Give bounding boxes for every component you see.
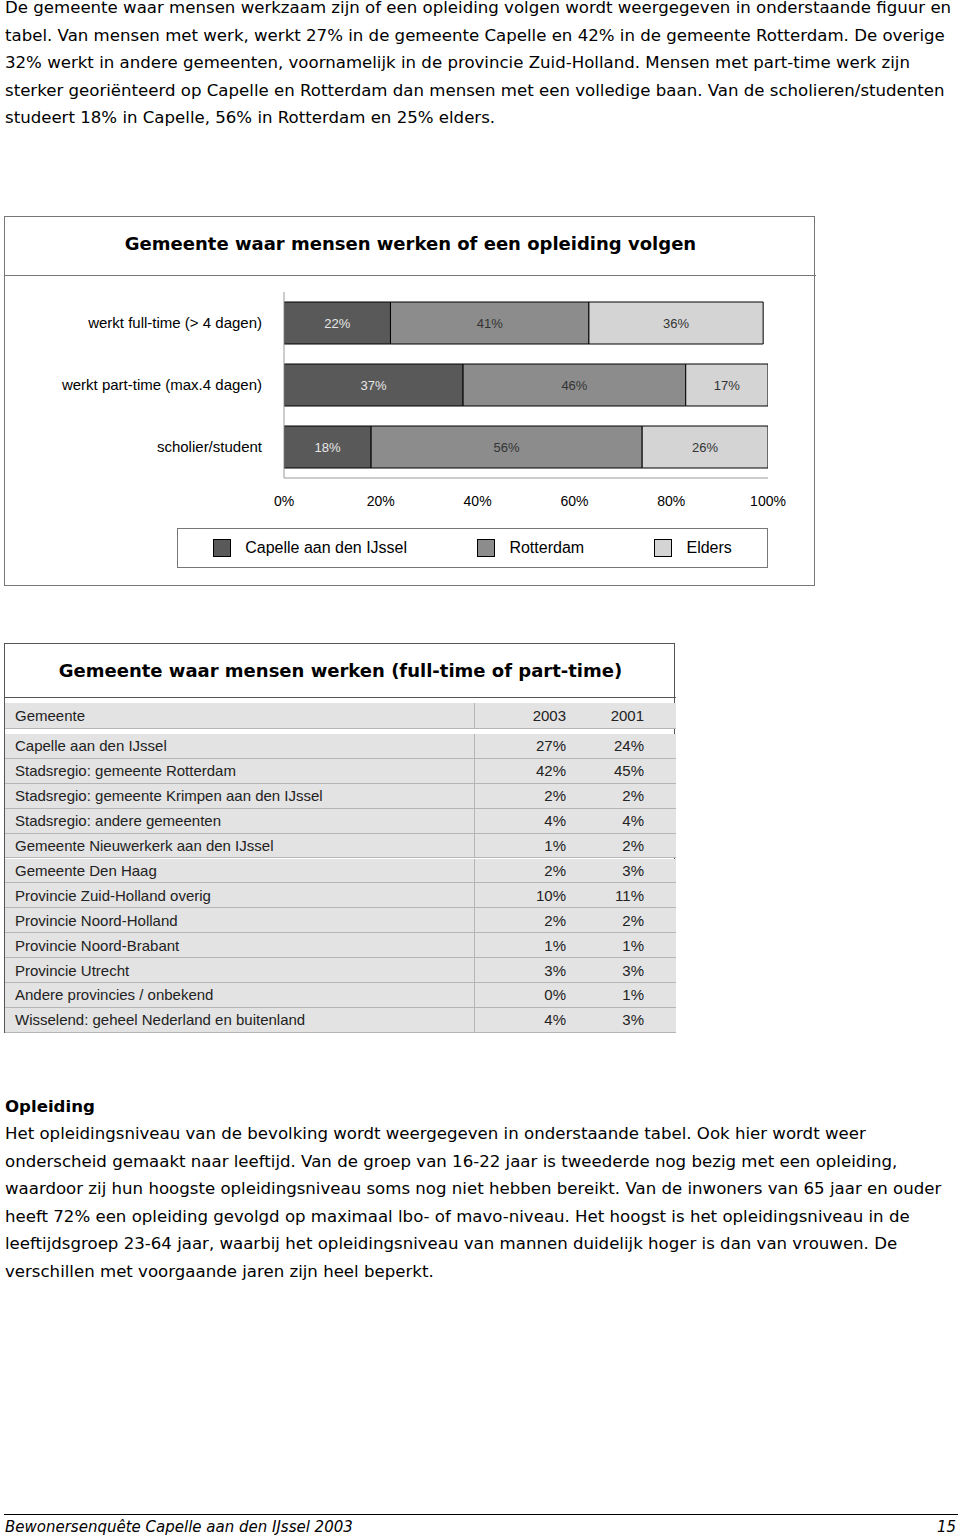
html-text:Provincie Noord-Brabant: Provincie Noord-Brabant xyxy=(15,936,180,954)
svg-text:werkt full-time (> 4 dagen): werkt full-time (> 4 dagen) xyxy=(87,314,262,331)
html-text:Opleiding: Opleiding xyxy=(5,1097,95,1116)
html-text:3%: 3% xyxy=(544,961,566,979)
html-text:0%: 0% xyxy=(544,986,566,1004)
html-text:15: 15 xyxy=(936,1518,956,1536)
html-text:Het opleidingsniveau van de be: Het opleidingsniveau van de bevolking wo… xyxy=(5,1124,942,1281)
html-text:3%: 3% xyxy=(622,861,644,879)
svg-text:37%: 37% xyxy=(361,378,387,393)
html-text:2%: 2% xyxy=(622,837,644,854)
svg-text:80%: 80% xyxy=(657,493,685,508)
html-text:4%: 4% xyxy=(544,812,566,830)
html-text:4%: 4% xyxy=(622,812,644,830)
html-text:Elders: Elders xyxy=(686,539,732,556)
html-text:24%: 24% xyxy=(614,737,644,755)
svg-text:22%: 22% xyxy=(324,316,350,331)
html-text:Stadsregio: andere gemeenten: Stadsregio: andere gemeenten xyxy=(15,812,221,830)
html-text:Andere provincies / onbekend: Andere provincies / onbekend xyxy=(15,986,214,1004)
html-text:1%: 1% xyxy=(544,837,566,854)
svg-text:werkt part-time (max.4 dagen): werkt part-time (max.4 dagen) xyxy=(61,376,262,393)
svg-text:46%: 46% xyxy=(561,378,587,393)
svg-text:18%: 18% xyxy=(315,440,341,455)
html-text:2%: 2% xyxy=(622,787,644,805)
svg-text:100%: 100% xyxy=(750,493,786,508)
html-text:3%: 3% xyxy=(622,961,644,979)
svg-text:17%: 17% xyxy=(714,378,740,393)
svg-text:36%: 36% xyxy=(663,316,689,331)
html-text:Stadsregio: gemeente Rotterdam: Stadsregio: gemeente Rotterdam xyxy=(15,762,236,780)
html-text:3%: 3% xyxy=(622,1011,644,1029)
html-text:Gemeente: Gemeente xyxy=(15,707,85,724)
html-text:11%: 11% xyxy=(615,886,644,904)
html-text:Provincie Noord-Holland: Provincie Noord-Holland xyxy=(15,911,178,929)
html-text:10%: 10% xyxy=(536,886,566,904)
html-text:2003: 2003 xyxy=(532,707,566,724)
html-text:45%: 45% xyxy=(614,762,644,780)
html-text:Rotterdam: Rotterdam xyxy=(509,539,585,556)
svg-text:56%: 56% xyxy=(494,440,520,455)
svg-text:20%: 20% xyxy=(367,493,395,508)
html-text:2%: 2% xyxy=(544,861,566,879)
html-text:Stadsregio: gemeente Krimpen a: Stadsregio: gemeente Krimpen aan den IJs… xyxy=(15,787,323,805)
html-text:2%: 2% xyxy=(544,787,566,805)
html-text:Capelle aan den IJssel: Capelle aan den IJssel xyxy=(15,737,167,755)
svg-text:41%: 41% xyxy=(477,316,503,331)
html-text:1%: 1% xyxy=(622,986,644,1004)
html-text:Capelle aan den IJssel: Capelle aan den IJssel xyxy=(245,539,408,556)
html-text:42%: 42% xyxy=(536,762,566,780)
html-text:Provincie Zuid-Holland overig: Provincie Zuid-Holland overig xyxy=(15,886,211,904)
svg-text:26%: 26% xyxy=(692,440,718,455)
svg-text:scholier/student: scholier/student xyxy=(157,438,263,455)
html-text:Bewonersenquête Capelle aan de: Bewonersenquête Capelle aan den IJssel 2… xyxy=(5,1518,353,1536)
svg-text:0%: 0% xyxy=(274,493,294,508)
html-text:Gemeente waar mensen werken of: Gemeente waar mensen werken of een oplei… xyxy=(124,233,697,254)
html-text:Gemeente Nieuwerkerk aan den I: Gemeente Nieuwerkerk aan den IJssel xyxy=(15,837,274,854)
html-text:4%: 4% xyxy=(544,1011,566,1029)
html-text:Gemeente Den Haag: Gemeente Den Haag xyxy=(15,861,157,879)
svg-text:40%: 40% xyxy=(464,493,492,508)
html-text:2%: 2% xyxy=(544,911,566,929)
html-text:2%: 2% xyxy=(622,911,644,929)
html-text:Provincie Utrecht: Provincie Utrecht xyxy=(15,961,130,979)
html-text:Gemeente waar mensen werken (f: Gemeente waar mensen werken (full-time o… xyxy=(58,660,623,681)
html-text:27%: 27% xyxy=(536,737,566,755)
html-text:1%: 1% xyxy=(622,936,644,954)
html-text:2001: 2001 xyxy=(610,707,644,724)
svg-text:60%: 60% xyxy=(560,493,588,508)
html-text:1%: 1% xyxy=(544,936,566,954)
html-text:Wisselend: geheel Nederland en: Wisselend: geheel Nederland en buitenlan… xyxy=(15,1011,306,1029)
